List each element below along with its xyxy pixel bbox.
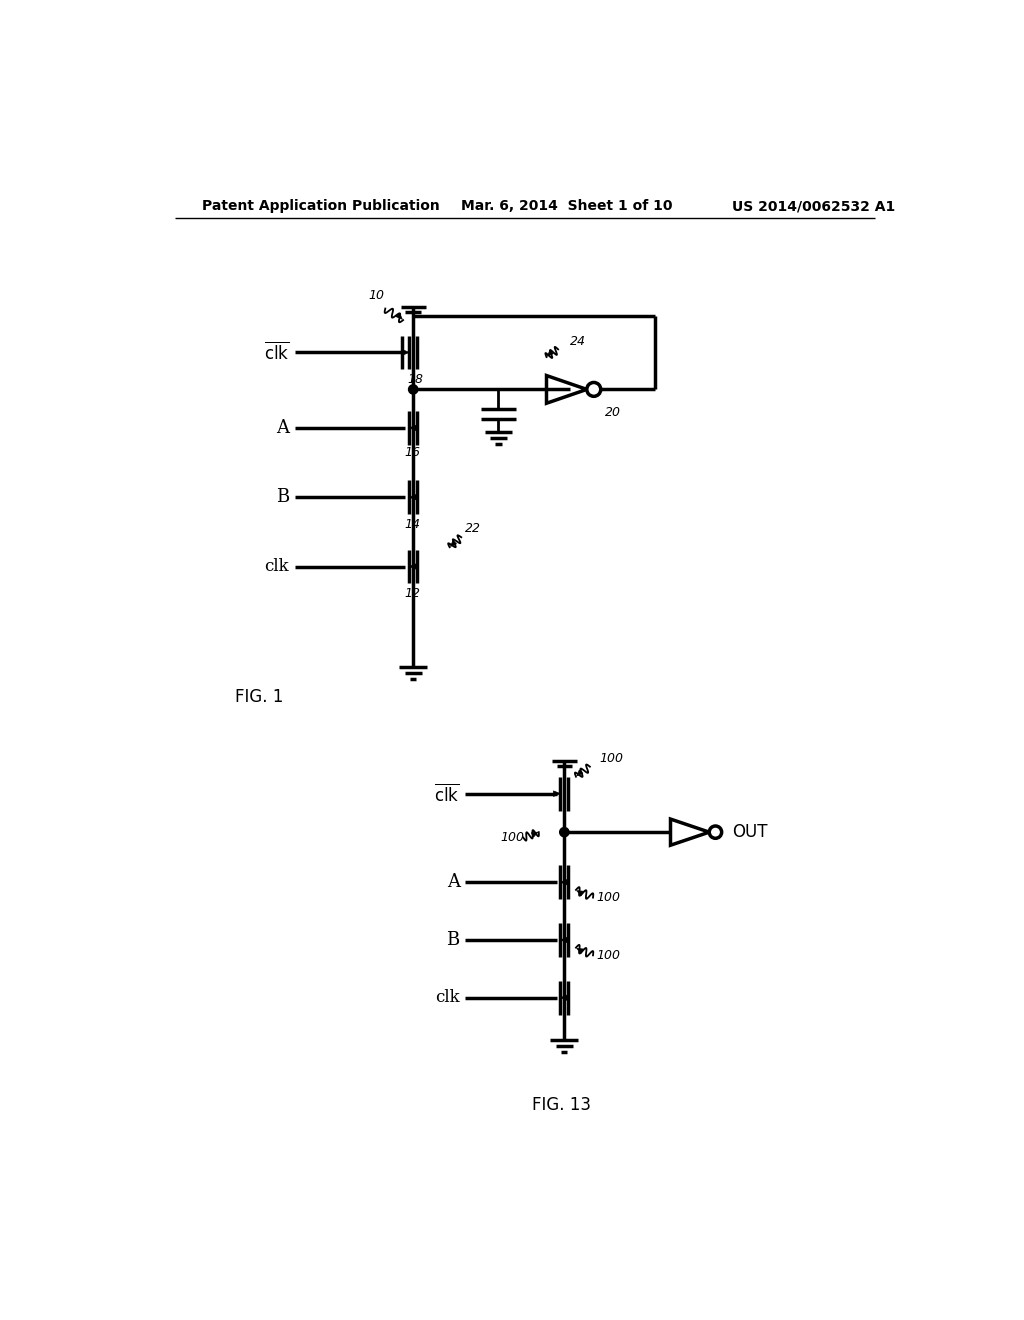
Text: A: A [276, 418, 289, 437]
Text: 100: 100 [597, 949, 621, 962]
Polygon shape [410, 425, 417, 430]
Text: 18: 18 [407, 372, 423, 385]
Text: Patent Application Publication: Patent Application Publication [202, 199, 439, 213]
Polygon shape [560, 879, 567, 884]
Text: 12: 12 [403, 587, 420, 601]
Polygon shape [560, 995, 567, 1001]
Text: clk: clk [264, 558, 289, 576]
Text: 20: 20 [605, 407, 622, 418]
Polygon shape [577, 948, 584, 953]
Text: 16: 16 [403, 446, 420, 459]
Circle shape [587, 383, 601, 396]
Circle shape [409, 385, 418, 395]
Text: 100: 100 [500, 832, 524, 843]
Polygon shape [402, 350, 410, 355]
Polygon shape [577, 891, 584, 896]
Polygon shape [396, 313, 402, 319]
Text: B: B [275, 488, 289, 506]
Text: FIG. 1: FIG. 1 [234, 689, 284, 706]
Polygon shape [410, 495, 417, 500]
Text: Mar. 6, 2014  Sheet 1 of 10: Mar. 6, 2014 Sheet 1 of 10 [461, 199, 673, 213]
Text: FIG. 13: FIG. 13 [532, 1097, 592, 1114]
Text: US 2014/0062532 A1: US 2014/0062532 A1 [732, 199, 896, 213]
Text: 100: 100 [599, 752, 624, 766]
Text: clk: clk [435, 989, 460, 1006]
Text: 100: 100 [597, 891, 621, 904]
Text: 10: 10 [369, 289, 384, 302]
Polygon shape [410, 564, 417, 569]
Circle shape [560, 828, 569, 837]
Text: OUT: OUT [732, 824, 768, 841]
Polygon shape [531, 832, 538, 837]
Text: A: A [446, 874, 460, 891]
Text: 14: 14 [403, 517, 420, 531]
Polygon shape [577, 770, 583, 776]
Text: 22: 22 [465, 521, 481, 535]
Polygon shape [451, 540, 457, 546]
Text: 24: 24 [569, 335, 586, 348]
Text: $\overline{\rm clk}$: $\overline{\rm clk}$ [264, 342, 289, 363]
Polygon shape [560, 937, 567, 942]
Text: $\overline{\rm clk}$: $\overline{\rm clk}$ [434, 783, 460, 805]
Polygon shape [554, 791, 560, 796]
Polygon shape [547, 350, 553, 356]
Text: B: B [446, 931, 460, 949]
Circle shape [710, 826, 722, 838]
